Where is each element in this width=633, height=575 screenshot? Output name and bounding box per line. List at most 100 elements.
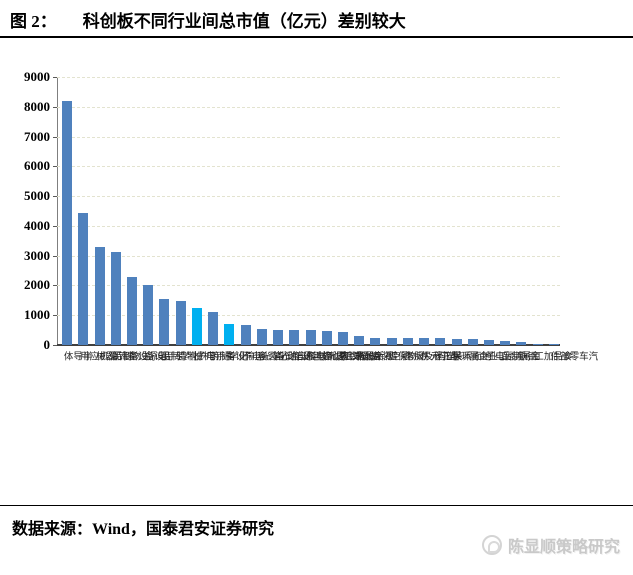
- figure-label: 图 2：: [10, 12, 57, 31]
- x-axis-label: 电气自动化装备: [256, 351, 324, 361]
- chart-bar: [532, 343, 543, 345]
- x-axis-label: 电子制造: [175, 351, 214, 361]
- x-axis-label: 电子元件: [418, 351, 458, 361]
- figure-title: 图 2： 科创板不同行业间总市值（亿元）差别较大: [10, 7, 623, 32]
- gridline: [57, 106, 560, 108]
- footer-divider: [0, 505, 633, 506]
- x-axis-label: 其他交运设备: [288, 351, 347, 361]
- y-axis-tick: [53, 255, 57, 257]
- chart-bar: [208, 311, 219, 345]
- gridline: [57, 285, 560, 287]
- y-axis-label: 7000: [24, 128, 50, 144]
- x-axis-label: 环保工程及服务: [402, 351, 470, 361]
- y-axis-label: 0: [43, 337, 51, 352]
- y-axis-label: 4000: [24, 217, 50, 233]
- gridline: [57, 196, 560, 198]
- x-axis-label: 动物保健: [386, 351, 425, 361]
- watermark-logo-icon: [482, 535, 502, 555]
- y-axis-tick: [53, 136, 57, 138]
- chart-bar: [419, 338, 430, 345]
- x-axis-label: 通信设备: [272, 351, 312, 361]
- y-axis-label: 9000: [24, 69, 50, 84]
- gridline: [57, 77, 560, 78]
- x-axis-label: 光学光电子: [240, 351, 289, 361]
- chart-bar: [143, 284, 154, 345]
- chart-bar: [435, 338, 446, 345]
- chart-bar: [467, 338, 478, 345]
- chart-bar: [516, 341, 527, 345]
- figure-title-text: 科创板不同行业间总市值（亿元）差别较大: [82, 12, 406, 31]
- x-axis-line: [57, 344, 560, 346]
- chart-bar: [127, 277, 138, 345]
- y-axis-label: 6000: [24, 158, 50, 174]
- chart-bar: [500, 341, 511, 345]
- chart-bar: [289, 330, 300, 345]
- gridline: [57, 315, 560, 317]
- x-axis-label: 计算机应用: [77, 351, 126, 361]
- title-divider: [0, 36, 633, 38]
- x-axis-label: 化学制品: [158, 351, 198, 361]
- x-axis-label: 半导体: [61, 351, 91, 361]
- y-axis-tick: [53, 77, 57, 78]
- chart-bar: [224, 324, 235, 345]
- gridline: [57, 225, 560, 227]
- chart-bar: [62, 100, 73, 345]
- bar-chart: 0 1000 2000 3000 4000 5000 6000 7000 8000 9000 半导体…: [24, 69, 596, 361]
- x-axis-label: 专用设备: [142, 351, 182, 361]
- y-axis-tick: [53, 345, 57, 346]
- x-axis-label: 生物制品: [110, 351, 149, 361]
- chart-bar: [175, 300, 186, 345]
- y-axis-label: 2000: [24, 277, 50, 293]
- x-axis-label: 运输设备: [223, 351, 263, 361]
- chart-bar: [305, 330, 316, 345]
- x-axis-label: 食品加工: [532, 351, 571, 361]
- y-axis-label: 8000: [24, 98, 50, 114]
- chart-bar: [354, 336, 365, 345]
- chart-bar: [240, 325, 251, 345]
- plot-area: 0 1000 2000 3000 4000 5000 6000 7000 8000 9000 半导体…: [24, 69, 596, 361]
- x-axis-label: 航空装备: [369, 351, 409, 361]
- x-axis-label: 通用机械: [191, 351, 230, 361]
- x-axis-label: 化学制药: [207, 351, 247, 361]
- y-axis-tick: [53, 285, 57, 287]
- x-axis-label: 塑料: [434, 351, 455, 361]
- x-axis-label: 电源设备: [126, 351, 166, 361]
- gridline: [57, 166, 560, 168]
- y-axis-label: 5000: [24, 188, 50, 204]
- y-axis-tick: [53, 315, 57, 317]
- x-axis-label: 计算机设备: [321, 351, 370, 361]
- chart-bar: [370, 337, 381, 345]
- x-axis-label: 医疗器械: [94, 351, 133, 361]
- chart-bar: [94, 247, 105, 345]
- chart-bar: [483, 340, 494, 345]
- y-axis-label: 3000: [24, 247, 50, 263]
- chart-bar: [110, 252, 121, 345]
- chart-bar: [256, 329, 267, 345]
- x-axis-label: 地面兵装: [451, 351, 490, 361]
- x-axis-label: 金属非金属新材料: [305, 351, 382, 361]
- chart-bar: [402, 338, 413, 345]
- chart-bar: [451, 339, 462, 345]
- chart-bar: [78, 212, 89, 345]
- chart-bar: [337, 331, 348, 345]
- chart-bar: [386, 337, 397, 345]
- x-axis-label: 视听设备: [353, 351, 393, 361]
- y-axis-tick: [53, 166, 57, 168]
- x-axis-label: 金属制品: [499, 351, 539, 361]
- y-axis-tick: [53, 196, 57, 198]
- y-axis-line: [57, 77, 58, 345]
- x-axis-label: 其他电子: [483, 351, 522, 361]
- chart-bar: [548, 343, 559, 345]
- watermark: 陈显顺策略研究: [482, 533, 620, 557]
- x-axis-label: 工业金属: [467, 351, 506, 361]
- x-axis-label: 汽车零部件: [548, 351, 597, 361]
- chart-bar: [159, 298, 170, 345]
- y-axis-tick: [53, 225, 57, 227]
- gridline: [57, 255, 560, 257]
- data-source-text: 数据来源：Wind，国泰君安证券研究: [12, 521, 274, 538]
- gridline: [57, 136, 560, 138]
- watermark-text: 陈显顺策略研究: [508, 539, 621, 556]
- chart-bar: [273, 329, 284, 345]
- chart-bar: [321, 331, 332, 345]
